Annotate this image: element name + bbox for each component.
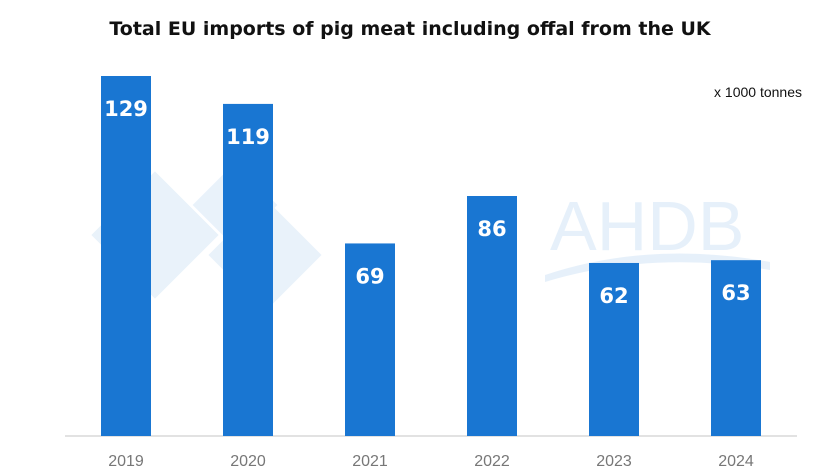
data-label-2021: 69 bbox=[355, 264, 384, 288]
x-tick-label-2024: 2024 bbox=[718, 453, 754, 470]
data-label-2019: 129 bbox=[104, 97, 148, 121]
bar-2024 bbox=[711, 260, 761, 436]
bar-2020 bbox=[223, 103, 273, 436]
data-label-2020: 119 bbox=[226, 125, 270, 149]
bar-2019 bbox=[101, 76, 151, 436]
x-tick-label-2021: 2021 bbox=[352, 453, 388, 470]
data-label-2022: 86 bbox=[477, 217, 506, 241]
bar-2022 bbox=[467, 196, 517, 436]
x-tick-label-2019: 2019 bbox=[108, 453, 144, 470]
data-label-2024: 63 bbox=[721, 281, 750, 305]
bar-2023 bbox=[589, 262, 639, 436]
bar-2021 bbox=[345, 243, 395, 436]
data-label-2023: 62 bbox=[599, 284, 628, 308]
x-tick-label-2023: 2023 bbox=[596, 453, 632, 470]
chart-title: Total EU imports of pig meat including o… bbox=[109, 18, 711, 40]
x-tick-label-2022: 2022 bbox=[474, 453, 510, 470]
unit-label: x 1000 tonnes bbox=[714, 84, 802, 100]
x-tick-label-2020: 2020 bbox=[230, 453, 266, 470]
svg-text:AHDB: AHDB bbox=[550, 187, 744, 265]
